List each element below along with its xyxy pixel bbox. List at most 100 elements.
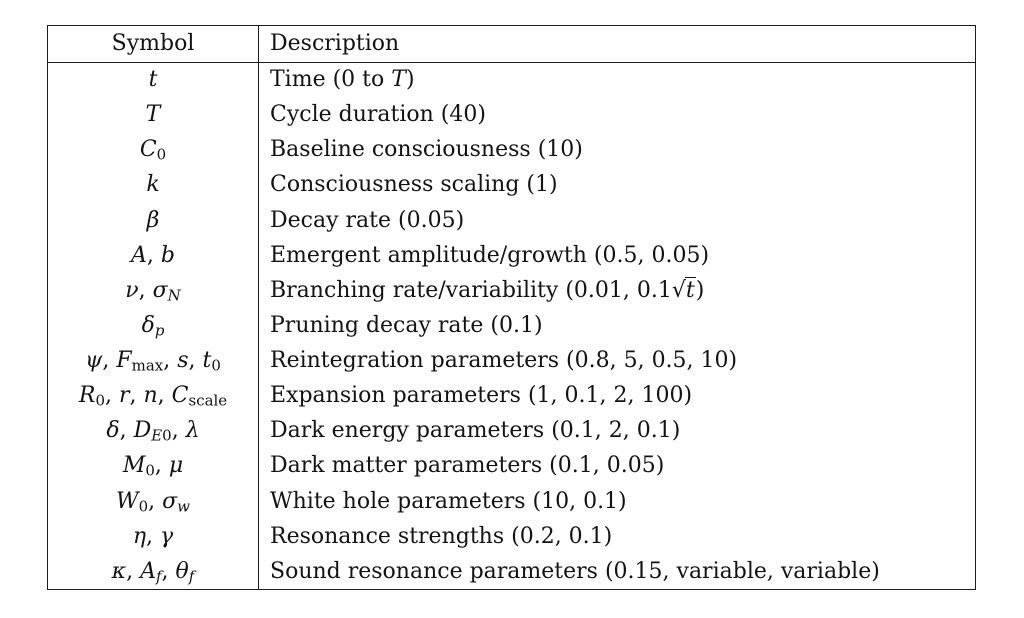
math-variable: A [131, 242, 147, 268]
math-variable: λ [185, 418, 200, 444]
math-variable: δ [106, 418, 120, 444]
math-variable: σ [152, 277, 168, 303]
math-variable: F [116, 348, 132, 374]
math-subscript: N [167, 286, 181, 305]
description-cell: Pruning decay rate (0.1) [270, 312, 543, 338]
table-row: M0, μ Dark matter parameters (0.1, 0.05) [47, 448, 976, 484]
math-subscript: f [188, 567, 195, 586]
table-row: t Time (0 to T) [47, 62, 976, 98]
description-column-header: Description [258, 25, 976, 63]
symbol-cell: ν, σN [47, 273, 259, 309]
math-variable: ν [125, 277, 139, 303]
math-variable: δ [141, 312, 155, 338]
math-subscript: scale [188, 391, 228, 410]
math-subscript: 0 [138, 497, 149, 516]
symbol-cell: k [47, 167, 259, 203]
symbol-cell: R0, r, n, Cscale [47, 378, 259, 414]
symbol-cell: A, b [47, 238, 259, 274]
sqrt-radical: √ [671, 277, 686, 303]
symbol-cell: δ, DE0, λ [47, 413, 259, 449]
math-variable: C [139, 137, 157, 163]
description-cell: Sound resonance parameters (0.15, variab… [270, 558, 880, 584]
table-row: κ, Af, θf Sound resonance parameters (0.1… [47, 554, 976, 590]
symbol-cell: M0, μ [47, 448, 259, 484]
table-row: T Cycle duration (40) [47, 97, 976, 133]
table-row: η, γ Resonance strengths (0.2, 0.1) [47, 519, 976, 555]
math-subscript: 0 [156, 146, 167, 165]
description-cell: Dark energy parameters (0.1, 2, 0.1) [270, 418, 681, 444]
math-subscript: 0 [145, 462, 155, 481]
description-cell: Dark matter parameters (0.1, 0.05) [270, 453, 665, 479]
symbol-cell: δp [47, 308, 259, 344]
description-cell: Decay rate (0.05) [270, 207, 465, 233]
math-variable: n [143, 383, 158, 409]
table-row: δp Pruning decay rate (0.1) [47, 308, 976, 344]
symbol-cell: β [47, 203, 259, 239]
description-cell: Time (0 to T) [270, 67, 415, 93]
math-variable: t [148, 67, 158, 93]
math-variable: θ [175, 558, 189, 584]
description-cell: Resonance strengths (0.2, 0.1) [270, 523, 613, 549]
sqrt-body: t [684, 276, 696, 303]
math-subscript: 0 [162, 427, 172, 446]
symbol-cell: C0 [47, 132, 259, 168]
description-cell: Branching rate/variability (0.01, 0.1√t) [270, 276, 705, 303]
math-variable: T [391, 67, 406, 93]
description-cell: Reintegration parameters (0.8, 5, 0.5, 1… [270, 348, 738, 374]
math-subscript: 0 [95, 391, 105, 410]
description-cell: Baseline consciousness (10) [270, 137, 583, 163]
math-variable: T [145, 102, 161, 128]
parameter-table: Symbol Description t Time (0 to T) T Cycle … [47, 25, 976, 590]
symbol-cell: ψ, Fmax, s, t0 [47, 343, 259, 379]
math-variable: C [171, 383, 189, 409]
math-variable: γ [160, 523, 174, 549]
table-row: R0, r, n, Cscale Expansion parameters (1,… [47, 378, 976, 414]
math-variable: t [202, 348, 212, 374]
table-row: k Consciousness scaling (1) [47, 167, 976, 203]
symbol-cell: T [47, 97, 259, 133]
symbol-cell: κ, Af, θf [47, 554, 259, 590]
math-variable: s [177, 348, 189, 374]
math-variable: σ [162, 488, 178, 514]
description-cell: Expansion parameters (1, 0.1, 2, 100) [270, 383, 693, 409]
description-cell: Consciousness scaling (1) [270, 172, 558, 198]
parameter-table-container: Symbol Description t Time (0 to T) T Cycle … [47, 25, 976, 590]
description-cell: White hole parameters (10, 0.1) [270, 488, 627, 514]
table-row: A, b Emergent amplitude/growth (0.5, 0.05… [47, 238, 976, 274]
table-row: ψ, Fmax, s, t0 Reintegration parameters (… [47, 343, 976, 379]
table-header: Symbol Description [47, 25, 976, 63]
symbol-cell: η, γ [47, 519, 259, 555]
math-variable: μ [168, 453, 184, 479]
math-variable: D [133, 418, 152, 444]
table-row: W0, σw White hole parameters (10, 0.1) [47, 484, 976, 520]
symbol-cell: W0, σw [47, 484, 259, 520]
math-variable: b [160, 242, 175, 268]
math-variable: β [146, 207, 160, 233]
table-row: δ, DE0, λ Dark energy parameters (0.1, 2,… [47, 413, 976, 449]
math-variable: k [146, 172, 160, 198]
table-row: C0 Baseline consciousness (10) [47, 132, 976, 168]
math-variable: η [132, 523, 147, 549]
math-variable: κ [111, 558, 127, 584]
description-cell: Cycle duration (40) [270, 102, 486, 128]
math-variable: M [122, 453, 146, 479]
math-variable: W [116, 488, 139, 514]
table-body: t Time (0 to T) T Cycle duration (40) C0 Base… [47, 62, 976, 590]
symbol-cell: t [47, 62, 259, 98]
math-subscript: E [151, 427, 163, 446]
math-subscript: max [131, 356, 164, 375]
math-variable: A [140, 558, 156, 584]
math-subscript: f [155, 567, 162, 586]
table-row: β Decay rate (0.05) [47, 203, 976, 239]
table-row: ν, σN Branching rate/variability (0.01, 0… [47, 273, 976, 309]
math-subscript: p [154, 321, 165, 340]
description-cell: Emergent amplitude/growth (0.5, 0.05) [270, 242, 710, 268]
header-row: Symbol Description [47, 25, 976, 63]
math-subscript: w [177, 497, 190, 516]
math-subscript: 0 [211, 356, 221, 375]
math-variable: R [78, 383, 96, 409]
math-variable: ψ [85, 348, 103, 374]
math-variable: r [118, 383, 130, 409]
symbol-column-header: Symbol [47, 25, 259, 63]
